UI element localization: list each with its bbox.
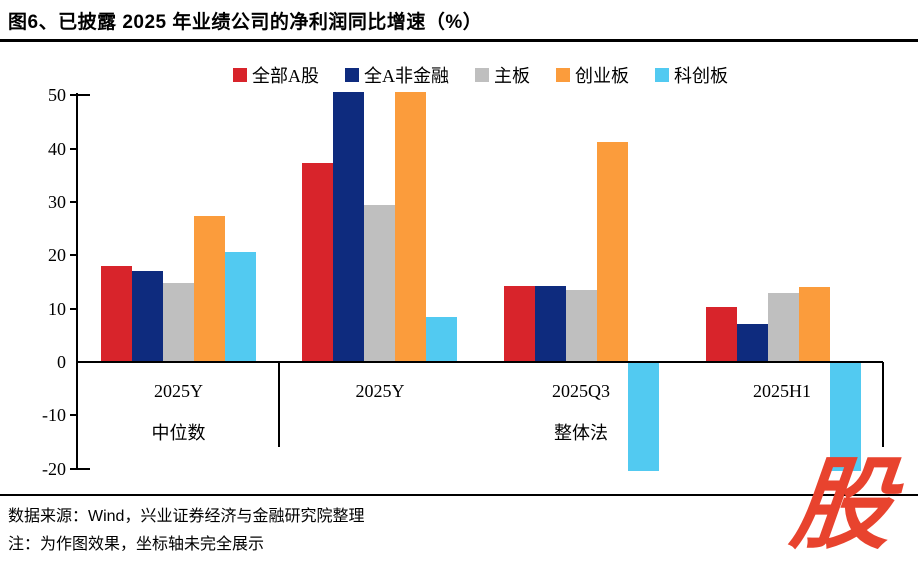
x-category-label-3: 2025H1 bbox=[753, 381, 811, 401]
x-category-label-2: 2025Q3 bbox=[552, 381, 610, 401]
bar-全A非金融-2025Q3-g2 bbox=[535, 286, 566, 362]
bar-主板-2025Y-g0 bbox=[163, 282, 194, 362]
axis-serif--20 bbox=[78, 467, 90, 470]
legend-item-0: 全部A股 bbox=[233, 62, 319, 88]
legend-swatch-icon bbox=[233, 68, 247, 82]
bar-科创板-2025H1-g3 bbox=[830, 361, 861, 471]
bar-全部A股-2025H1-g3 bbox=[706, 306, 737, 362]
bar-主板-2025H1-g3 bbox=[768, 293, 799, 362]
category-divider-1 bbox=[882, 361, 884, 447]
legend-label: 创业板 bbox=[575, 66, 629, 86]
y-tick-label-30: 30 bbox=[48, 191, 66, 212]
y-tick-label--20: -20 bbox=[42, 458, 66, 479]
title-rule bbox=[0, 39, 918, 42]
bar-全A非金融-2025H1-g3 bbox=[737, 323, 768, 362]
bar-全部A股-2025Y-g0 bbox=[101, 265, 132, 362]
y-tick-label-40: 40 bbox=[48, 138, 66, 159]
bar-主板-2025Q3-g2 bbox=[566, 290, 597, 362]
bar-全部A股-2025Q3-g2 bbox=[504, 286, 535, 362]
chart-legend: 全部A股 全A非金融 主板 创业板 科创板 bbox=[78, 62, 883, 88]
legend-item-3: 创业板 bbox=[556, 62, 629, 88]
legend-swatch-icon bbox=[655, 68, 669, 82]
brand-watermark: 股 bbox=[786, 449, 898, 561]
y-tick-mark-10 bbox=[70, 307, 77, 310]
bar-科创板-2025Y-g1 bbox=[426, 317, 457, 362]
y-tick-mark--10 bbox=[70, 414, 77, 417]
bar-全A非金融-2025Y-g0 bbox=[132, 271, 163, 362]
y-tick-label-0: 0 bbox=[57, 351, 66, 372]
legend-item-1: 全A非金融 bbox=[345, 62, 449, 88]
legend-label: 科创板 bbox=[674, 66, 728, 86]
x-group-label-0: 中位数 bbox=[151, 423, 206, 443]
y-tick-mark-40 bbox=[70, 147, 77, 150]
x-group-label-1: 整体法 bbox=[554, 423, 608, 443]
data-source-text: 数据来源：Wind，兴业证券经济与金融研究院整理 bbox=[8, 508, 365, 525]
y-tick-mark-50 bbox=[70, 94, 77, 97]
legend-swatch-icon bbox=[475, 68, 489, 82]
footnote-text: 注：为作图效果，坐标轴未完全展示 bbox=[8, 536, 265, 553]
bar-全A非金融-2025Y-g1 bbox=[333, 92, 364, 362]
y-tick-mark-20 bbox=[70, 254, 77, 257]
axis-serif-50 bbox=[78, 94, 90, 97]
y-tick-mark--20 bbox=[70, 467, 77, 470]
legend-item-4: 科创板 bbox=[655, 62, 728, 88]
bar-创业板-2025Y-g0 bbox=[194, 215, 225, 362]
x-category-label-1: 2025Y bbox=[355, 381, 405, 401]
legend-label: 主板 bbox=[494, 66, 530, 86]
legend-swatch-icon bbox=[345, 68, 359, 82]
legend-label: 全部A股 bbox=[252, 66, 319, 86]
footer-rule bbox=[0, 494, 918, 496]
bar-创业板-2025Y-g1 bbox=[395, 92, 426, 362]
y-tick-label-20: 20 bbox=[48, 245, 66, 266]
y-tick-label--10: -10 bbox=[42, 405, 66, 426]
y-tick-mark-30 bbox=[70, 200, 77, 203]
y-tick-label-10: 10 bbox=[48, 298, 66, 319]
bar-创业板-2025H1-g3 bbox=[799, 287, 830, 362]
plot-area bbox=[78, 92, 883, 471]
bar-创业板-2025Q3-g2 bbox=[597, 141, 628, 362]
legend-item-2: 主板 bbox=[475, 62, 530, 88]
x-category-label-0: 2025Y bbox=[154, 381, 203, 401]
chart-title: 图6、已披露 2025 年业绩公司的净利润同比增速（%） bbox=[8, 12, 483, 33]
y-axis-line bbox=[76, 93, 78, 470]
legend-swatch-icon bbox=[556, 68, 570, 82]
bar-全部A股-2025Y-g1 bbox=[302, 163, 333, 362]
y-tick-label-50: 50 bbox=[48, 85, 66, 106]
bar-科创板-2025Y-g0 bbox=[225, 252, 256, 362]
category-divider-0 bbox=[277, 361, 280, 447]
bar-主板-2025Y-g1 bbox=[364, 205, 395, 362]
legend-label: 全A非金融 bbox=[364, 66, 449, 86]
x-axis-zero-line bbox=[78, 360, 883, 363]
bar-科创板-2025Q3-g2 bbox=[628, 361, 659, 471]
